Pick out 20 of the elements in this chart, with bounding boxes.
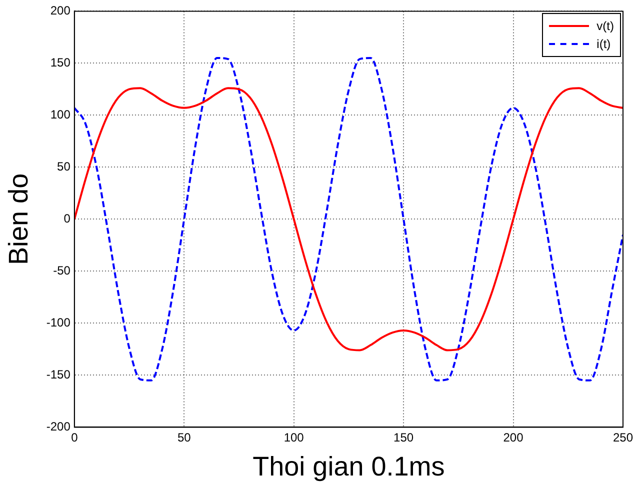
line-series bbox=[74, 87, 623, 352]
y-tick-label: -100 bbox=[46, 316, 71, 330]
x-tick-label: 100 bbox=[284, 430, 304, 445]
y-tick-label: 100 bbox=[50, 108, 71, 122]
x-tick-label: 200 bbox=[503, 430, 524, 445]
y-tick-label: 50 bbox=[57, 160, 71, 174]
y-tick-label: -200 bbox=[46, 420, 71, 434]
y-tick-label: 150 bbox=[50, 56, 71, 70]
x-tick-label: 50 bbox=[177, 430, 192, 445]
y-tick-label: -150 bbox=[46, 368, 71, 382]
x-tick-label: 250 bbox=[612, 430, 634, 445]
x-axis-title: Thoi gian 0.1ms bbox=[252, 451, 445, 482]
x-tick-label: 150 bbox=[394, 430, 414, 445]
legend-label: v(t) bbox=[596, 19, 614, 34]
y-tick-label: -50 bbox=[53, 264, 71, 278]
line-series bbox=[74, 57, 623, 382]
y-axis-title: Bien do bbox=[4, 173, 34, 265]
legend-label: i(t) bbox=[596, 37, 611, 52]
y-tick-label: 0 bbox=[64, 212, 71, 226]
y-tick-label: 200 bbox=[50, 4, 71, 18]
